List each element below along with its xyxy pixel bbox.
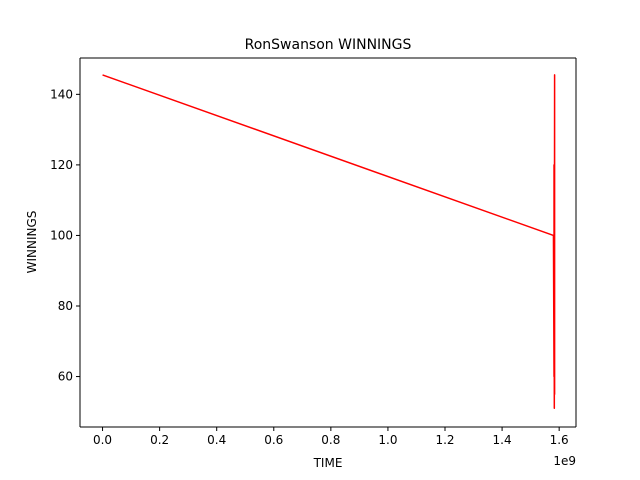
x-tick-label: 1.2 — [435, 433, 454, 447]
y-tick-label: 60 — [58, 370, 73, 384]
x-tick-label: 0.6 — [264, 433, 283, 447]
x-tick-label: 0.2 — [150, 433, 169, 447]
y-tick-label: 80 — [58, 299, 73, 313]
axes-layer — [79, 57, 577, 428]
series-line-0 — [102, 74, 556, 410]
x-tick-label: 1.6 — [550, 433, 569, 447]
chart-title: RonSwanson WINNINGS — [245, 37, 412, 53]
x-tick-label: 1.4 — [493, 433, 512, 447]
y-tick-label: 140 — [50, 87, 73, 101]
y-axis-title: WINNINGS — [25, 211, 39, 274]
series-layer — [102, 74, 556, 410]
x-tick-label: 1.0 — [378, 433, 397, 447]
x-tick-label: 0.0 — [93, 433, 112, 447]
x-tick-label: 0.4 — [207, 433, 226, 447]
x-axis-title: TIME — [313, 456, 343, 470]
y-ticks: 60 80 100 120 140 — [50, 87, 80, 384]
x-tick-label: 0.8 — [321, 433, 340, 447]
plot-area — [80, 58, 576, 427]
x-ticks: 0.0 0.2 0.4 0.6 0.8 1.0 1.2 1.4 1.6 — [93, 427, 569, 447]
y-tick-label: 120 — [50, 158, 73, 172]
y-tick-label: 100 — [50, 228, 73, 242]
x-axis-offset-label: 1e9 — [553, 454, 576, 468]
